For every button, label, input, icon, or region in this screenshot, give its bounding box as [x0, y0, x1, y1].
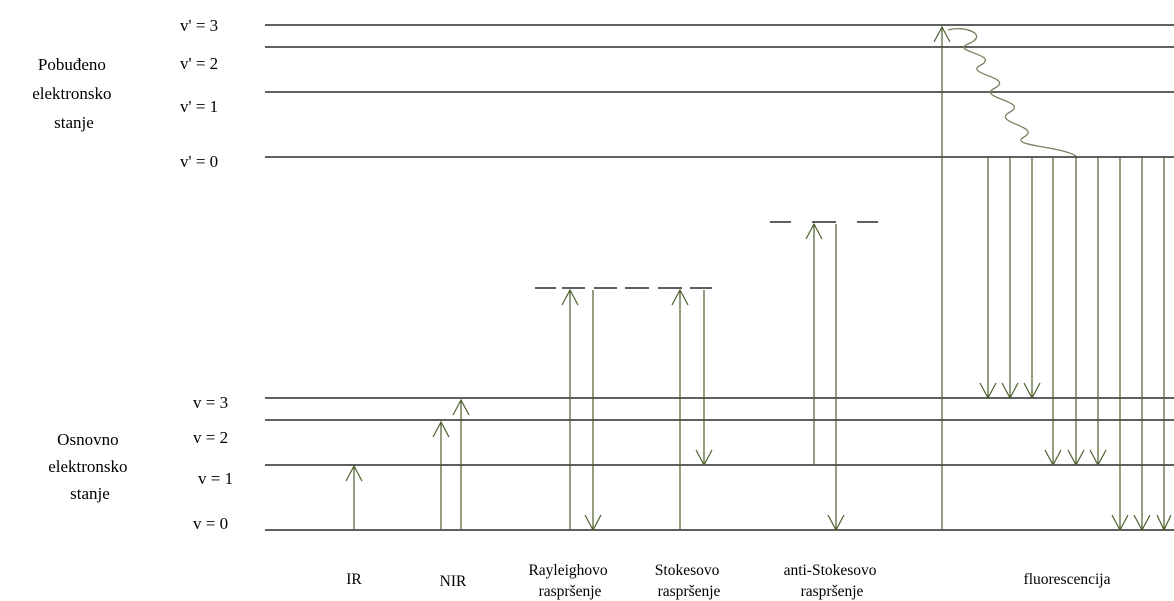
- vibrational-relaxation-wave: [947, 28, 1077, 157]
- fluorescence-excitation-arrow: [933, 25, 951, 530]
- fluorescence-emission-arrow-8: [1133, 157, 1151, 532]
- fluorescence-emission-arrow-6: [1089, 157, 1107, 467]
- excited-level-label-1: v' = 1: [180, 97, 218, 116]
- fluorescence-emission-arrow-1: [979, 157, 997, 400]
- rayleigh-excitation-arrow: [561, 288, 579, 530]
- ground-level-label-3: v = 3: [193, 393, 228, 412]
- caption-nir: NIR: [440, 573, 467, 590]
- ground-state-label-line-2: elektronsko: [48, 457, 127, 476]
- excited-level-label-0: v' = 0: [180, 152, 218, 171]
- fluorescence-emission-arrow-9: [1156, 157, 1172, 532]
- rayleigh-emission-arrow: [584, 290, 602, 532]
- caption-ir: IR: [346, 571, 362, 588]
- caption-rayleigh: Rayleighovo raspršenje: [528, 562, 611, 600]
- anti-stokes-emission-arrow: [827, 224, 845, 532]
- stokes-emission-arrow: [695, 290, 713, 467]
- fluorescence-emission-arrow-3: [1023, 157, 1041, 400]
- anti-stokes-excitation-arrow: [805, 222, 823, 465]
- ground-level-label-1: v = 1: [198, 469, 233, 488]
- excited-level-label-2: v' = 2: [180, 54, 218, 73]
- caption-anti-stokes: anti-Stokesovo raspršenje: [784, 562, 881, 600]
- ir-absorption-arrow: [345, 464, 363, 530]
- fluorescence-emission-arrow-4: [1044, 157, 1062, 467]
- ground-level-label-0: v = 0: [193, 514, 228, 533]
- nir-absorption-arrow-1: [432, 420, 450, 530]
- ground-state-label: Osnovno elektronsko stanje: [48, 430, 132, 503]
- excited-state-label-line-2: elektronsko: [32, 84, 111, 103]
- caption-fluorescence: fluorescencija: [1024, 571, 1111, 588]
- fluorescence-emission-arrow-7: [1111, 157, 1129, 532]
- fluorescence-emission-arrow-5: [1067, 157, 1085, 467]
- ground-level-label-2: v = 2: [193, 428, 228, 447]
- stokes-excitation-arrow: [671, 288, 689, 530]
- ground-state-label-line-1: Osnovno: [57, 430, 118, 449]
- excited-level-label-3: v' = 3: [180, 16, 218, 35]
- excited-state-label-line-3: stanje: [54, 113, 94, 132]
- excited-state-label-line-1: Pobuđeno: [38, 55, 106, 74]
- ground-state-label-line-3: stanje: [70, 484, 110, 503]
- nir-absorption-arrow-2: [452, 398, 470, 530]
- caption-stokes: Stokesovo raspršenje: [655, 562, 723, 600]
- fluorescence-emission-arrow-2: [1001, 157, 1019, 400]
- excited-state-label: Pobuđeno elektronsko stanje: [32, 55, 116, 132]
